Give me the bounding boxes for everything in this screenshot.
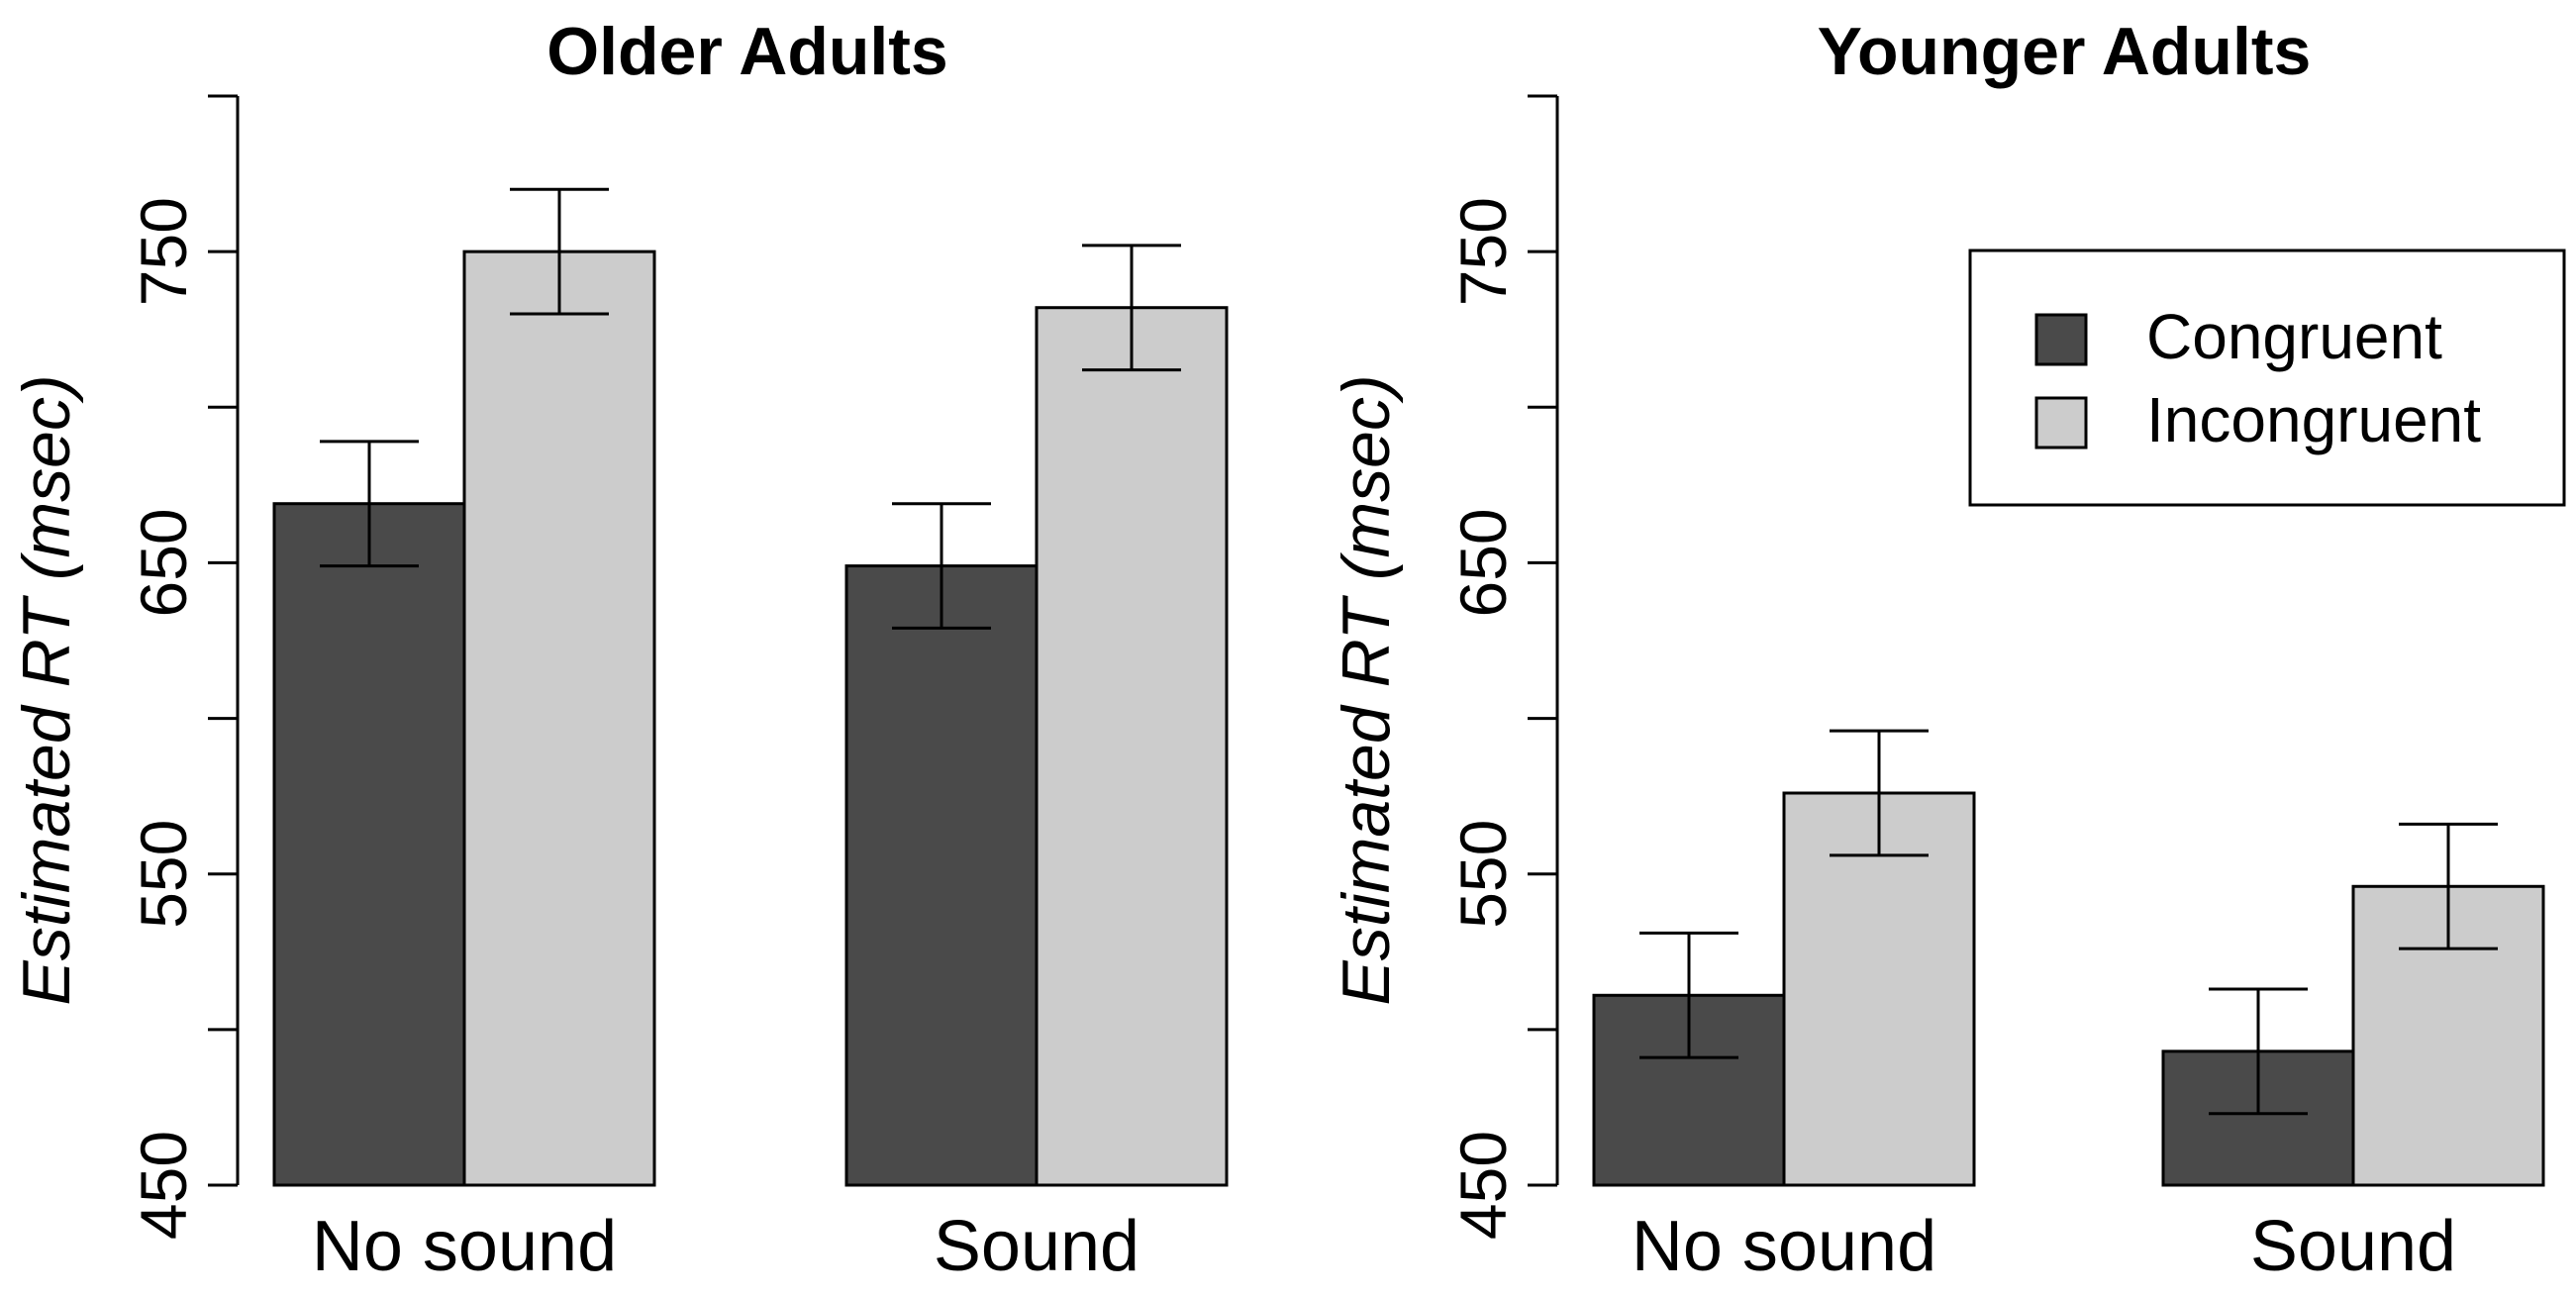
y-tick-label: 550 — [127, 820, 200, 929]
legend-label-congruent: Congruent — [2146, 301, 2442, 372]
bar-incongruent-sound — [1035, 306, 1229, 1187]
y-tick-label: 650 — [127, 508, 200, 617]
y-tick-label: 450 — [127, 1131, 200, 1240]
y-tick-label: 650 — [1446, 508, 1520, 617]
legend-box — [1968, 249, 2566, 507]
bar-incongruent-no-sound — [1782, 791, 1976, 1187]
y-axis-title: Estimated RT (msec) — [9, 374, 84, 1005]
bar-congruent-no-sound — [272, 502, 466, 1187]
y-tick-label: 750 — [1446, 197, 1520, 306]
x-tick-label: Sound — [2250, 1207, 2456, 1286]
chart-title: Younger Adults — [1818, 14, 2312, 89]
y-tick-label: 750 — [127, 197, 200, 306]
legend: Congruent Incongruent — [1968, 249, 2566, 507]
bar-incongruent-no-sound — [462, 250, 656, 1187]
legend-swatch-congruent — [2034, 313, 2088, 366]
y-tick-label: 550 — [1446, 820, 1520, 929]
chart-title: Older Adults — [546, 14, 948, 89]
x-tick-label: No sound — [1632, 1207, 1936, 1286]
y-tick-label: 450 — [1446, 1131, 1520, 1240]
x-tick-label: No sound — [312, 1207, 617, 1286]
panel-older-adults: Older Adults 450 550 650 750 Estimated RT (ms… — [9, 14, 1229, 1286]
legend-label-incongruent: Incongruent — [2146, 384, 2481, 455]
panel-younger-adults: Younger Adults 450 550 650 750 Estimated RT (… — [1329, 14, 2566, 1286]
legend-swatch-incongruent — [2034, 396, 2088, 450]
x-tick-label: Sound — [934, 1207, 1139, 1286]
y-axis-title: Estimated RT (msec) — [1329, 374, 1404, 1005]
bar-congruent-sound — [844, 564, 1039, 1187]
